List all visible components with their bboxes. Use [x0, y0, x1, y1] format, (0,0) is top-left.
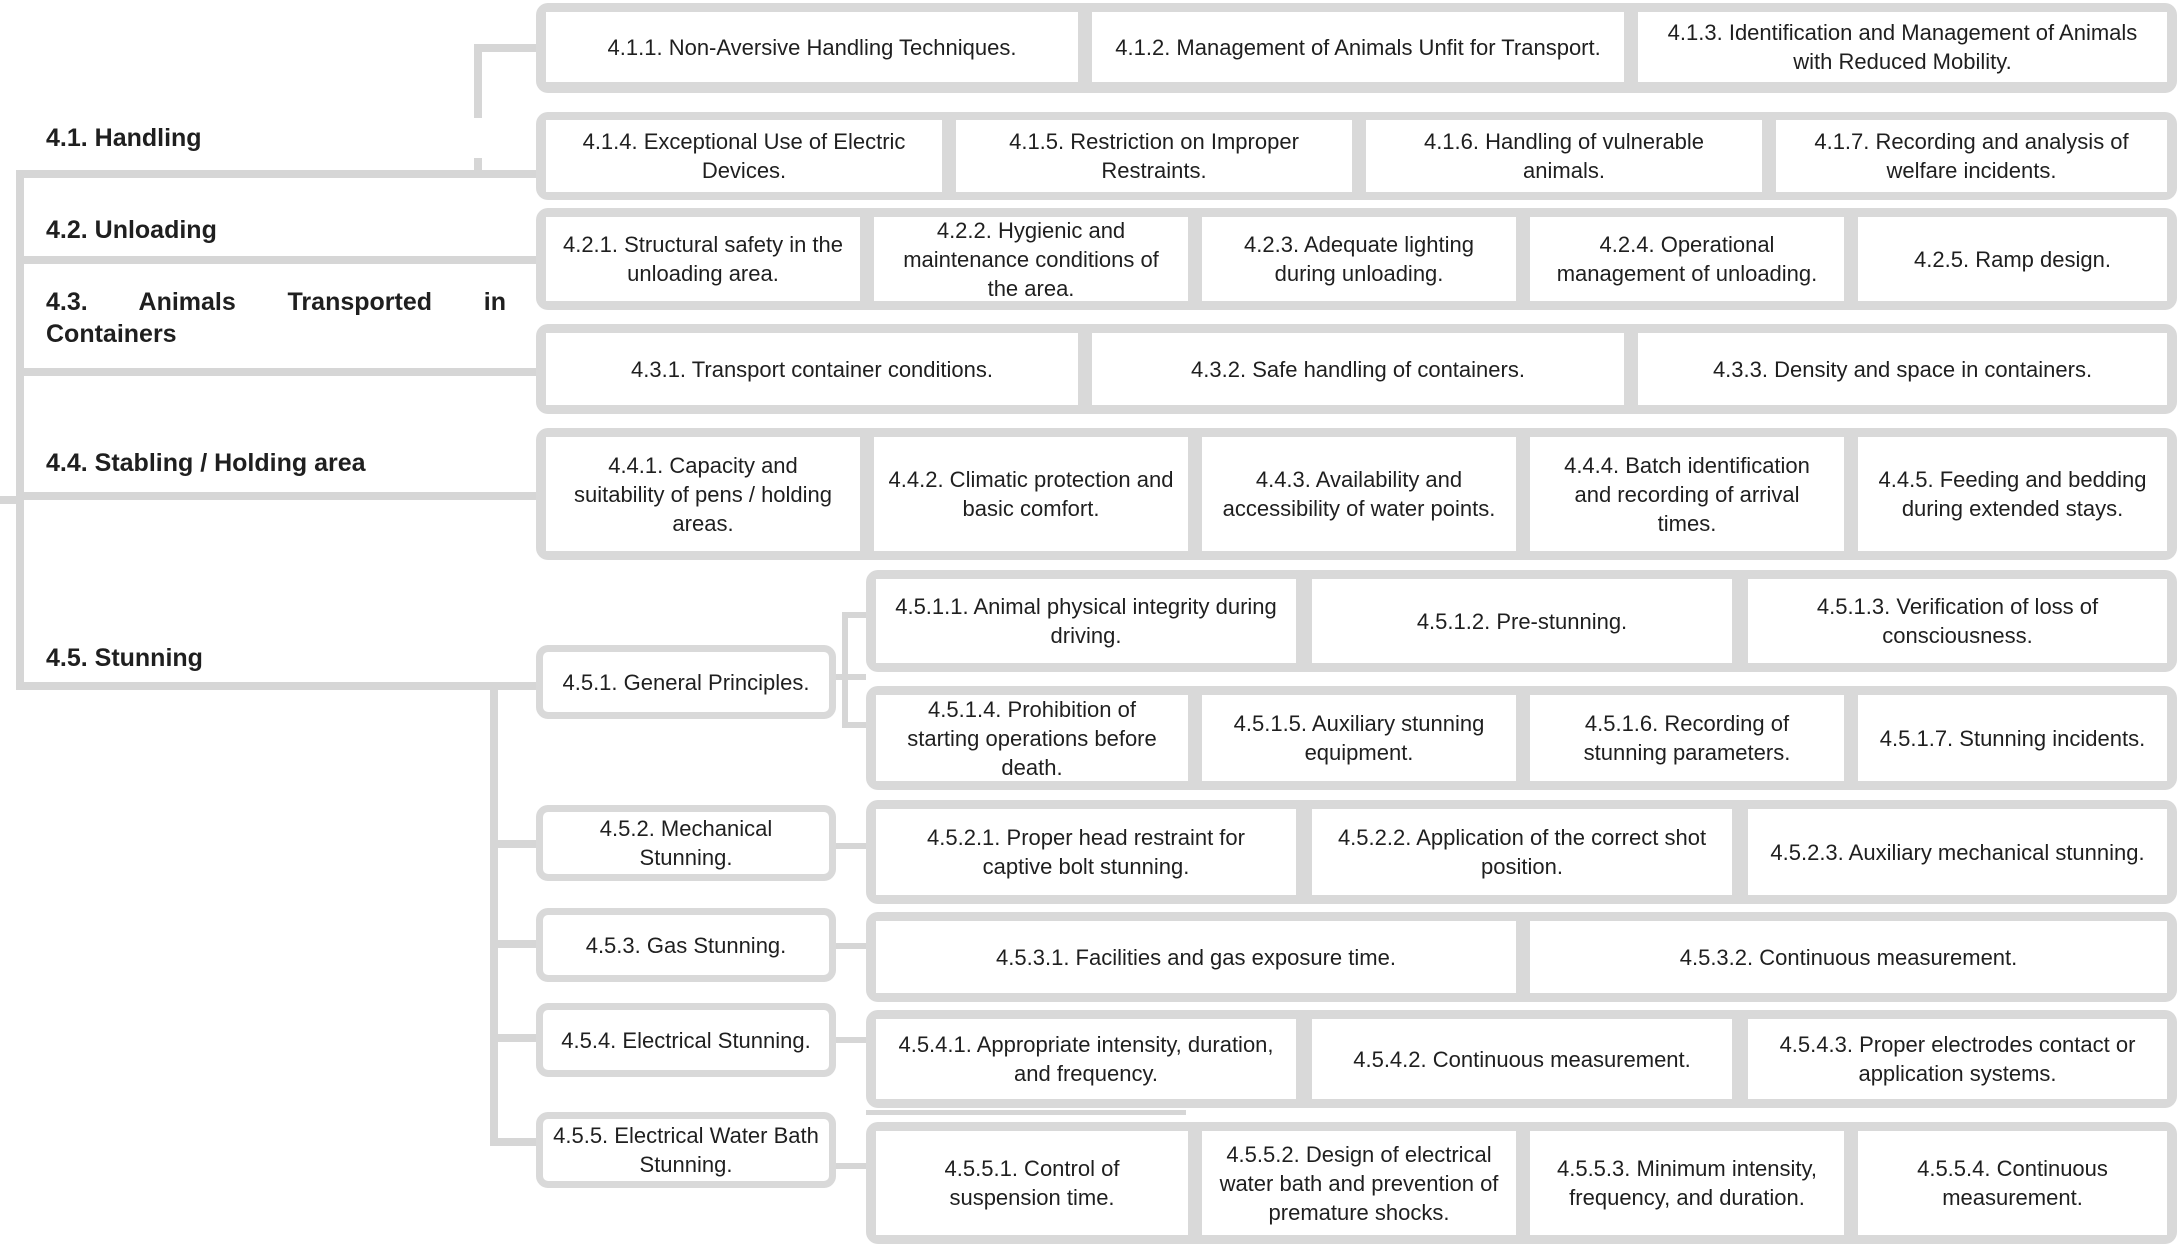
handling-item-4-1-3: 4.1.3. Identification and Management of …: [1638, 12, 2167, 82]
stunning-waterbath-box: 4.5.5. Electrical Water Bath Stunning.: [536, 1112, 836, 1188]
connector-stunning-gas: [490, 940, 536, 948]
connector-stunning-general: [490, 682, 536, 690]
unloading-item-4-2-3: 4.2.3. Adequate lighting during unloadin…: [1202, 217, 1516, 301]
gas-item-4-5-3-2: 4.5.3.2. Continuous measurement.: [1530, 921, 2167, 993]
stunning-mechanical-box: 4.5.2. Mechanical Stunning.: [536, 805, 836, 881]
connector-handling-fork: [474, 44, 482, 178]
stabling-item-4-4-3: 4.4.3. Availability and accessibility of…: [1202, 437, 1516, 551]
electrical-item-4-5-4-2: 4.5.4.2. Continuous measurement.: [1312, 1019, 1732, 1099]
general-item-4-5-1-5: 4.5.1.5. Auxiliary stunning equipment.: [1202, 695, 1516, 781]
connector-general-out: [836, 674, 866, 680]
connector-main-spine: [16, 170, 24, 690]
category-containers: 4.3. Animals Transported in Containers: [28, 272, 506, 364]
connector-stunning-spine: [490, 682, 498, 1146]
connector-general-fork: [842, 612, 848, 728]
stabling-item-4-4-2: 4.4.2. Climatic protection and basic com…: [874, 437, 1188, 551]
connector-waterbath-out: [836, 1163, 866, 1169]
unloading-item-4-2-5: 4.2.5. Ramp design.: [1858, 217, 2167, 301]
mechanical-item-4-5-2-1: 4.5.2.1. Proper head restraint for capti…: [876, 809, 1296, 895]
connector-unloading-branch: [16, 256, 536, 264]
handling-item-4-1-5: 4.1.5. Restriction on Improper Restraint…: [956, 120, 1352, 192]
handling-item-4-1-6: 4.1.6. Handling of vulnerable animals.: [1366, 120, 1762, 192]
unloading-item-4-2-2: 4.2.2. Hygienic and maintenance conditio…: [874, 217, 1188, 301]
stabling-item-4-4-5: 4.4.5. Feeding and bedding during extend…: [1858, 437, 2167, 551]
general-item-4-5-1-7: 4.5.1.7. Stunning incidents.: [1858, 695, 2167, 781]
handling-item-4-1-7: 4.1.7. Recording and analysis of welfare…: [1776, 120, 2167, 192]
gas-item-4-5-3-1: 4.5.3.1. Facilities and gas exposure tim…: [876, 921, 1516, 993]
category-stunning: 4.5. Stunning: [28, 636, 506, 680]
waterbath-item-4-5-5-3: 4.5.5.3. Minimum intensity, frequency, a…: [1530, 1131, 1844, 1235]
connector-stabling-branch: [16, 492, 536, 500]
general-item-4-5-1-1: 4.5.1.1. Animal physical integrity durin…: [876, 579, 1296, 663]
handling-item-4-1-1: 4.1.1. Non-Aversive Handling Techniques.: [546, 12, 1078, 82]
containers-item-4-3-3: 4.3.3. Density and space in containers.: [1638, 333, 2167, 405]
connector-handling-branch: [16, 170, 536, 178]
category-unloading: 4.2. Unloading: [28, 211, 506, 249]
unloading-item-4-2-1: 4.2.1. Structural safety in the unloadin…: [546, 217, 860, 301]
general-item-4-5-1-3: 4.5.1.3. Verification of loss of conscio…: [1748, 579, 2167, 663]
waterbath-item-4-5-5-1: 4.5.5.1. Control of suspension time.: [876, 1131, 1188, 1235]
category-handling: 4.1. Handling: [28, 118, 506, 158]
connector-general-top: [842, 612, 866, 618]
stunning-gas-box: 4.5.3. Gas Stunning.: [536, 908, 836, 982]
connector-stunning-waterbath: [490, 1138, 536, 1146]
connector-handling-top: [474, 44, 536, 52]
connector-waterbath-top: [866, 1110, 1186, 1115]
waterbath-item-4-5-5-2: 4.5.5.2. Design of electrical water bath…: [1202, 1131, 1516, 1235]
stunning-electrical-box: 4.5.4. Electrical Stunning.: [536, 1003, 836, 1077]
electrical-item-4-5-4-3: 4.5.4.3. Proper electrodes contact or ap…: [1748, 1019, 2167, 1099]
stabling-item-4-4-1: 4.4.1. Capacity and suitability of pens …: [546, 437, 860, 551]
connector-root-stem: [0, 496, 20, 504]
general-item-4-5-1-2: 4.5.1.2. Pre-stunning.: [1312, 579, 1732, 663]
stabling-item-4-4-4: 4.4.4. Batch identification and recordin…: [1530, 437, 1844, 551]
connector-electrical-out: [836, 1037, 866, 1043]
general-item-4-5-1-4: 4.5.1.4. Prohibition of starting operati…: [876, 695, 1188, 781]
category-stabling: 4.4. Stabling / Holding area: [28, 442, 506, 484]
connector-mechanical-out: [836, 843, 866, 849]
connector-stunning-electrical: [490, 1034, 536, 1042]
handling-item-4-1-4: 4.1.4. Exceptional Use of Electric Devic…: [546, 120, 942, 192]
waterbath-item-4-5-5-4: 4.5.5.4. Continuous measurement.: [1858, 1131, 2167, 1235]
electrical-item-4-5-4-1: 4.5.4.1. Appropriate intensity, duration…: [876, 1019, 1296, 1099]
mechanical-item-4-5-2-3: 4.5.2.3. Auxiliary mechanical stunning.: [1748, 809, 2167, 895]
connector-gas-out: [836, 943, 866, 949]
containers-item-4-3-1: 4.3.1. Transport container conditions.: [546, 333, 1078, 405]
connector-general-bottom: [842, 722, 866, 728]
mechanical-item-4-5-2-2: 4.5.2.2. Application of the correct shot…: [1312, 809, 1732, 895]
handling-item-4-1-2: 4.1.2. Management of Animals Unfit for T…: [1092, 12, 1624, 82]
general-item-4-5-1-6: 4.5.1.6. Recording of stunning parameter…: [1530, 695, 1844, 781]
containers-item-4-3-2: 4.3.2. Safe handling of containers.: [1092, 333, 1624, 405]
connector-stunning-branch: [16, 682, 536, 690]
connector-stunning-mechanical: [490, 840, 536, 848]
stunning-general-box: 4.5.1. General Principles.: [536, 645, 836, 719]
connector-containers-branch: [16, 368, 536, 376]
unloading-item-4-2-4: 4.2.4. Operational management of unloadi…: [1530, 217, 1844, 301]
